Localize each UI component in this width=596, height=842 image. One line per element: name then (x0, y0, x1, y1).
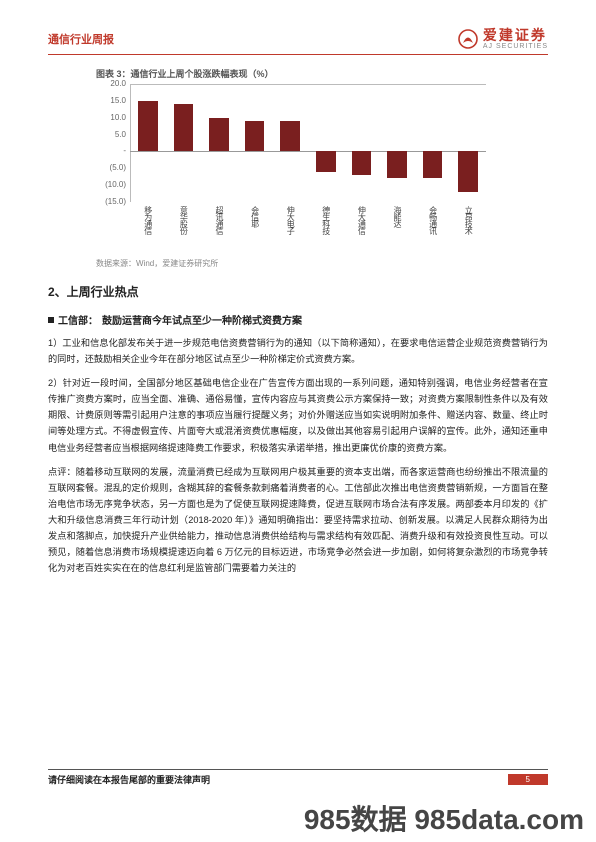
x-tick-label: 海能达 (393, 206, 401, 227)
chart-bar (138, 101, 158, 152)
chart-source: 数据来源：Wind，爱建证券研究所 (96, 258, 548, 269)
y-tick-label: 20.0 (110, 79, 126, 88)
chart-bar (245, 121, 265, 151)
x-tick-label: 意华股份 (179, 206, 187, 234)
square-bullet-icon (48, 317, 54, 323)
x-tick-label: 会畅通讯 (429, 206, 437, 234)
chart-bar (316, 151, 336, 171)
x-tick-label: 会信耶 (251, 206, 259, 227)
x-tick-label: 移为通信 (144, 206, 152, 234)
doc-category: 通信行业周报 (48, 31, 114, 47)
chart-bar (209, 118, 229, 152)
page-footer: 请仔细阅读在本报告尾部的重要法律声明 5 (48, 769, 548, 786)
chart-title: 图表 3：通信行业上周个股涨跌幅表现（%） (96, 67, 548, 80)
bullet-heading: 工信部： 鼓励运营商今年试点至少一种阶梯式资费方案 (48, 312, 548, 327)
paragraph-1: 1）工业和信息化部发布关于进一步规范电信资费营销行为的通知（以下简称通知），在要… (48, 335, 548, 367)
section-title: 2、上周行业热点 (48, 283, 548, 300)
paragraph-2: 2）针对近一段时间，全国部分地区基础电信企业在广告宣传方面出现的一系列问题，通知… (48, 375, 548, 455)
paragraph-3: 点评：随着移动互联网的发展，流量消费已经成为互联网用户极其重要的资本支出端，而各… (48, 464, 548, 577)
chart-bar (352, 151, 372, 175)
brand-name: 爱建证券 (483, 28, 547, 42)
chart-bar (174, 104, 194, 151)
y-tick-label: 5.0 (115, 130, 126, 139)
y-tick-label: (15.0) (105, 197, 126, 206)
chart-bar (387, 151, 407, 178)
brand-logo-icon (457, 28, 479, 50)
x-tick-label: 德生科技 (322, 206, 330, 234)
x-tick-label: 伸大电子 (286, 206, 294, 234)
bar-chart: 20.0 15.0 10.0 5.0 - (5.0) (10.0) (15.0) 移为通信 意华股… (96, 82, 496, 252)
bullet-text: 鼓励运营商今年试点至少一种阶梯式资费方案 (102, 312, 302, 327)
page: 通信行业周报 爱建证券 AJ SECURITIES 图表 3：通信行业上周个股涨… (0, 0, 596, 842)
x-tick-label: 立昂技术 (464, 206, 472, 234)
chart-bar (280, 121, 300, 151)
page-number: 5 (508, 774, 548, 785)
y-tick-label: - (123, 146, 126, 155)
brand-name-en: AJ SECURITIES (483, 43, 548, 50)
y-tick-label: (10.0) (105, 180, 126, 189)
y-tick-label: 10.0 (110, 113, 126, 122)
x-tick-label: 超讯通信 (215, 206, 223, 234)
chart-bar (423, 151, 443, 178)
brand-block: 爱建证券 AJ SECURITIES (457, 28, 548, 50)
chart-block: 图表 3：通信行业上周个股涨跌幅表现（%） 20.0 15.0 10.0 5.0 - (5… (96, 67, 548, 269)
y-tick-label: 15.0 (110, 96, 126, 105)
y-tick-label: (5.0) (110, 163, 126, 172)
bullet-label: 工信部： (58, 312, 98, 327)
page-header: 通信行业周报 爱建证券 AJ SECURITIES (48, 28, 548, 55)
x-tick-label: 伸大通信 (357, 206, 365, 234)
chart-bar (458, 151, 478, 191)
watermark: 985数据 985data.com (304, 798, 584, 838)
footer-disclaimer: 请仔细阅读在本报告尾部的重要法律声明 (48, 773, 210, 786)
